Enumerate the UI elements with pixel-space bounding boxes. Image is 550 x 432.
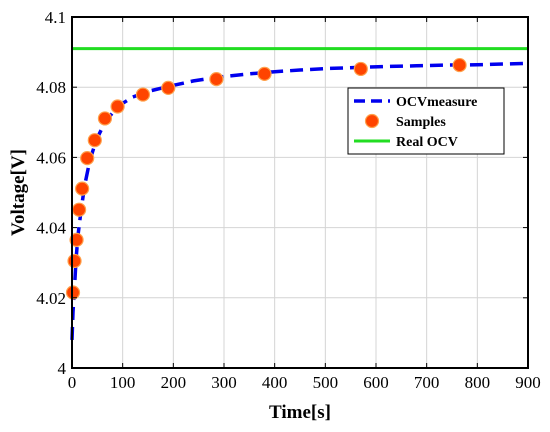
sample-point [97, 111, 113, 126]
plot-frame [71, 16, 529, 369]
sample-point [257, 66, 272, 81]
legend-label: OCVmeasure [396, 95, 477, 110]
x-tick-label: 100 [110, 373, 136, 392]
x-tick-label: 0 [68, 373, 77, 392]
sample-point [65, 285, 81, 300]
x-tick-label: 400 [262, 373, 288, 392]
sample-point [67, 253, 82, 269]
sample-point [110, 99, 125, 114]
y-tick-label: 4.04 [36, 219, 66, 238]
y-tick-label: 4 [58, 359, 67, 378]
x-tick-label: 700 [414, 373, 440, 392]
sample-point [69, 232, 84, 247]
legend-swatch-samples [364, 113, 380, 129]
sample-point [87, 133, 102, 148]
x-tick-label: 300 [211, 373, 237, 392]
legend-label: Samples [396, 115, 446, 130]
x-axis-title: Time[s] [269, 402, 331, 423]
sample-point [71, 202, 87, 217]
legend-label: Real OCV [396, 135, 458, 150]
y-tick-label: 4.02 [36, 289, 66, 308]
sample-point [135, 87, 151, 102]
x-tick-label: 600 [363, 373, 389, 392]
x-tick-label: 500 [313, 373, 339, 392]
plot-series [65, 47, 529, 340]
y-tick-label: 4.06 [36, 148, 66, 167]
y-axis-title: Voltage[V] [8, 149, 29, 236]
sample-point [353, 61, 368, 77]
sample-point [209, 72, 224, 87]
x-tick-label: 800 [465, 373, 491, 392]
sample-point [161, 80, 176, 96]
x-tick-label: 900 [515, 373, 541, 392]
sample-point [75, 181, 90, 196]
x-tick-label: 200 [161, 373, 187, 392]
sample-point [452, 57, 467, 73]
sample-point [80, 151, 95, 166]
legend: OCVmeasure Samples Real OCV [347, 87, 505, 155]
axis-ticks: 0 100 200 300 400 500 600 700 800 900 4 4.02 4.04 4.0… [36, 8, 541, 392]
y-tick-label: 4.08 [36, 78, 66, 97]
y-tick-label: 4.1 [45, 8, 66, 27]
